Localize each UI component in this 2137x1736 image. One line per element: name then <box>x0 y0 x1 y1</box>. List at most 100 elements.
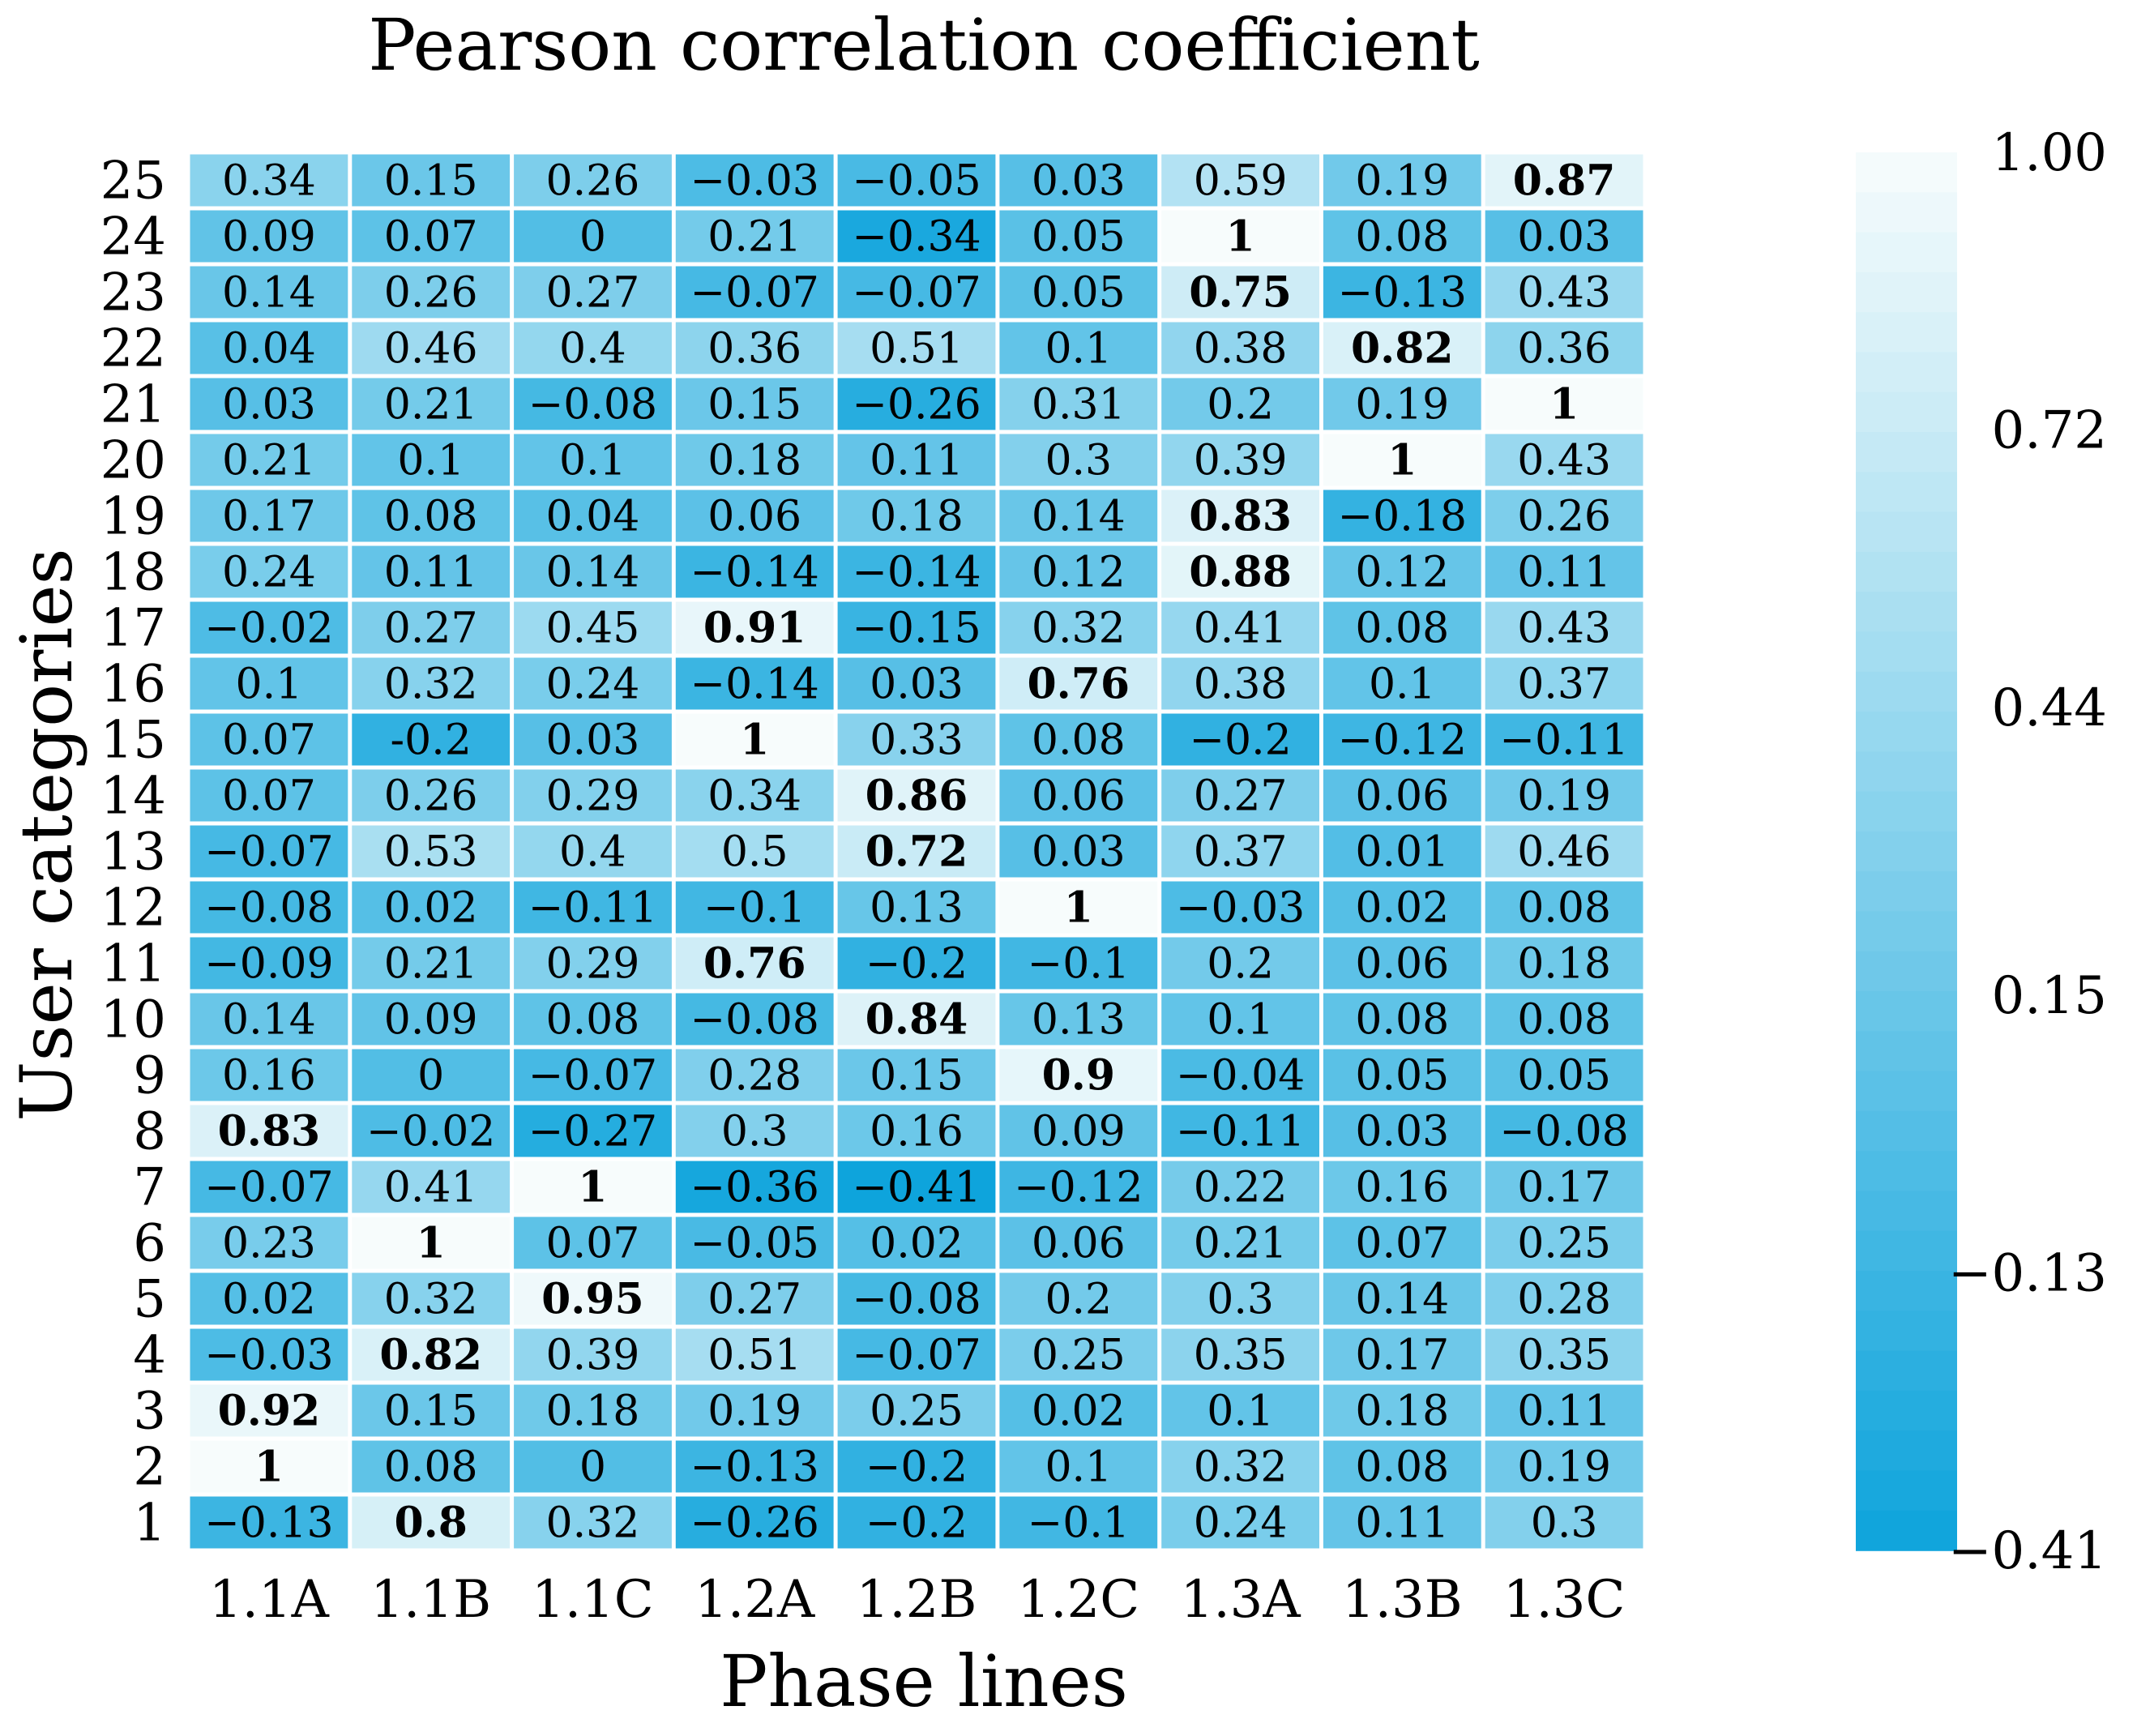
heatmap-cell <box>1161 490 1319 542</box>
colorbar-step <box>1856 671 1957 712</box>
cell-value-label: 0.29 <box>546 940 640 989</box>
heatmap-cell <box>190 266 348 319</box>
cell-value-label: 0.36 <box>1517 325 1611 374</box>
heatmap-cell <box>352 881 511 934</box>
cell-value-label: 0.14 <box>1355 1276 1449 1324</box>
heatmap-cell <box>1485 713 1643 766</box>
heatmap-cell <box>1161 825 1319 878</box>
cell-value-label: −0.08 <box>528 381 657 430</box>
colorbar-step <box>1856 472 1957 513</box>
heatmap-cell <box>1161 322 1319 374</box>
cell-value-label: 0.2 <box>1207 381 1274 430</box>
heatmap-cell <box>675 378 834 430</box>
heatmap-cell <box>675 1272 834 1325</box>
cell-value-label: 0.28 <box>1517 1276 1611 1324</box>
colorbar-step <box>1856 352 1957 393</box>
heatmap-cell <box>1161 881 1319 934</box>
cell-value-label: 0.3 <box>1531 1499 1598 1548</box>
cell-value-label: 0.14 <box>1032 493 1126 541</box>
cell-value-label: −0.07 <box>204 1164 333 1212</box>
heatmap-cell <box>675 1216 834 1269</box>
heatmap-cell <box>1485 825 1643 878</box>
cell-value-label: 0.21 <box>1194 1220 1288 1268</box>
heatmap-cell <box>675 434 834 486</box>
y-tick-label: 25 <box>100 152 166 212</box>
cell-value-label: 0.15 <box>384 157 478 206</box>
cell-value-label: 0.26 <box>1517 493 1611 541</box>
heatmap-cell <box>1161 434 1319 486</box>
cell-value-label: 0.75 <box>1189 268 1292 318</box>
y-tick-labels: 1234567891011121314151617181920212223242… <box>100 152 166 1554</box>
heatmap-cell <box>1485 657 1643 710</box>
cell-value-label: 0.38 <box>1194 325 1288 374</box>
heatmap-cell <box>1485 322 1643 374</box>
heatmap-cell <box>514 1105 672 1157</box>
heatmap-cell <box>999 490 1158 542</box>
heatmap-cell <box>837 825 996 878</box>
cell-value-label: 0.19 <box>707 1388 801 1436</box>
heatmap-cell <box>1485 1384 1643 1437</box>
cell-value-label: 0 <box>579 213 606 262</box>
heatmap-cell <box>1323 266 1481 319</box>
heatmap-cell <box>514 1272 672 1325</box>
cell-value-label: 0.32 <box>384 1276 478 1324</box>
heatmap-cell <box>1161 937 1319 990</box>
heatmap-cell <box>999 210 1158 263</box>
cell-value-label: 0.04 <box>222 325 316 374</box>
y-tick-label: 5 <box>133 1270 166 1330</box>
cell-value-label: 0.18 <box>1355 1388 1449 1436</box>
cell-value-label: 0.26 <box>384 269 478 318</box>
heatmap-cell <box>514 825 672 878</box>
cell-value-label: −0.36 <box>690 1164 819 1212</box>
heatmap-cell <box>837 657 996 710</box>
heatmap-cell <box>1161 1328 1319 1381</box>
heatmap-cell <box>675 266 834 319</box>
heatmap-cell <box>190 1384 348 1437</box>
cell-value-label: 0.28 <box>707 1052 801 1101</box>
heatmap-cell <box>999 657 1158 710</box>
heatmap-cell <box>675 154 834 207</box>
colorbar-tick-label: −0.13 <box>1948 1243 2107 1303</box>
cell-value-label: −0.27 <box>528 1108 657 1157</box>
cell-value-label: -0.2 <box>391 716 472 765</box>
cell-value-label: 0.06 <box>1032 772 1126 821</box>
cell-value-label: 0.25 <box>870 1388 964 1436</box>
heatmap-cell <box>190 825 348 878</box>
heatmap-cell <box>999 1161 1158 1213</box>
x-tick-label: 1.1B <box>370 1570 491 1630</box>
y-tick-label: 2 <box>133 1438 166 1498</box>
cell-value-label: 0.08 <box>1355 213 1449 262</box>
x-tick-label: 1.3A <box>1181 1570 1301 1630</box>
heatmap-cell <box>1485 266 1643 319</box>
cell-value-label: 0.18 <box>546 1388 640 1436</box>
colorbar-tick-label: 0.44 <box>1992 678 2108 738</box>
heatmap-cell <box>1485 1328 1643 1381</box>
heatmap-cell <box>190 657 348 710</box>
cell-value-label: 0.88 <box>1189 548 1292 597</box>
heatmap-cell <box>1485 210 1643 263</box>
heatmap-cell <box>1161 1272 1319 1325</box>
heatmap-cell <box>837 769 996 822</box>
heatmap-cell <box>999 993 1158 1045</box>
heatmap-cell <box>675 322 834 374</box>
cell-value-label: 0.3 <box>721 1108 789 1157</box>
cell-value-label: −0.07 <box>852 269 981 318</box>
heatmap-cell <box>190 434 348 486</box>
cell-value-label: 0.08 <box>1355 996 1449 1045</box>
heatmap-cell <box>675 993 834 1045</box>
cell-value-label: −0.12 <box>1014 1164 1143 1212</box>
heatmap-cell <box>352 937 511 990</box>
heatmap-cell <box>1485 490 1643 542</box>
cell-value-label: 0.1 <box>1207 996 1274 1045</box>
heatmap-cell <box>675 825 834 878</box>
heatmap-cell <box>514 1496 672 1549</box>
heatmap-cell <box>837 210 996 263</box>
cell-value-label: 0.86 <box>865 772 968 821</box>
cell-value-label: 0.12 <box>1032 549 1126 597</box>
cell-value-label: −0.13 <box>204 1499 333 1548</box>
heatmap-cell <box>190 1496 348 1549</box>
heatmap-cell <box>352 1328 511 1381</box>
x-axis-label: Phase lines <box>720 1640 1128 1723</box>
colorbar-step <box>1856 1151 1957 1192</box>
cell-value-label: 0.07 <box>1355 1220 1449 1268</box>
